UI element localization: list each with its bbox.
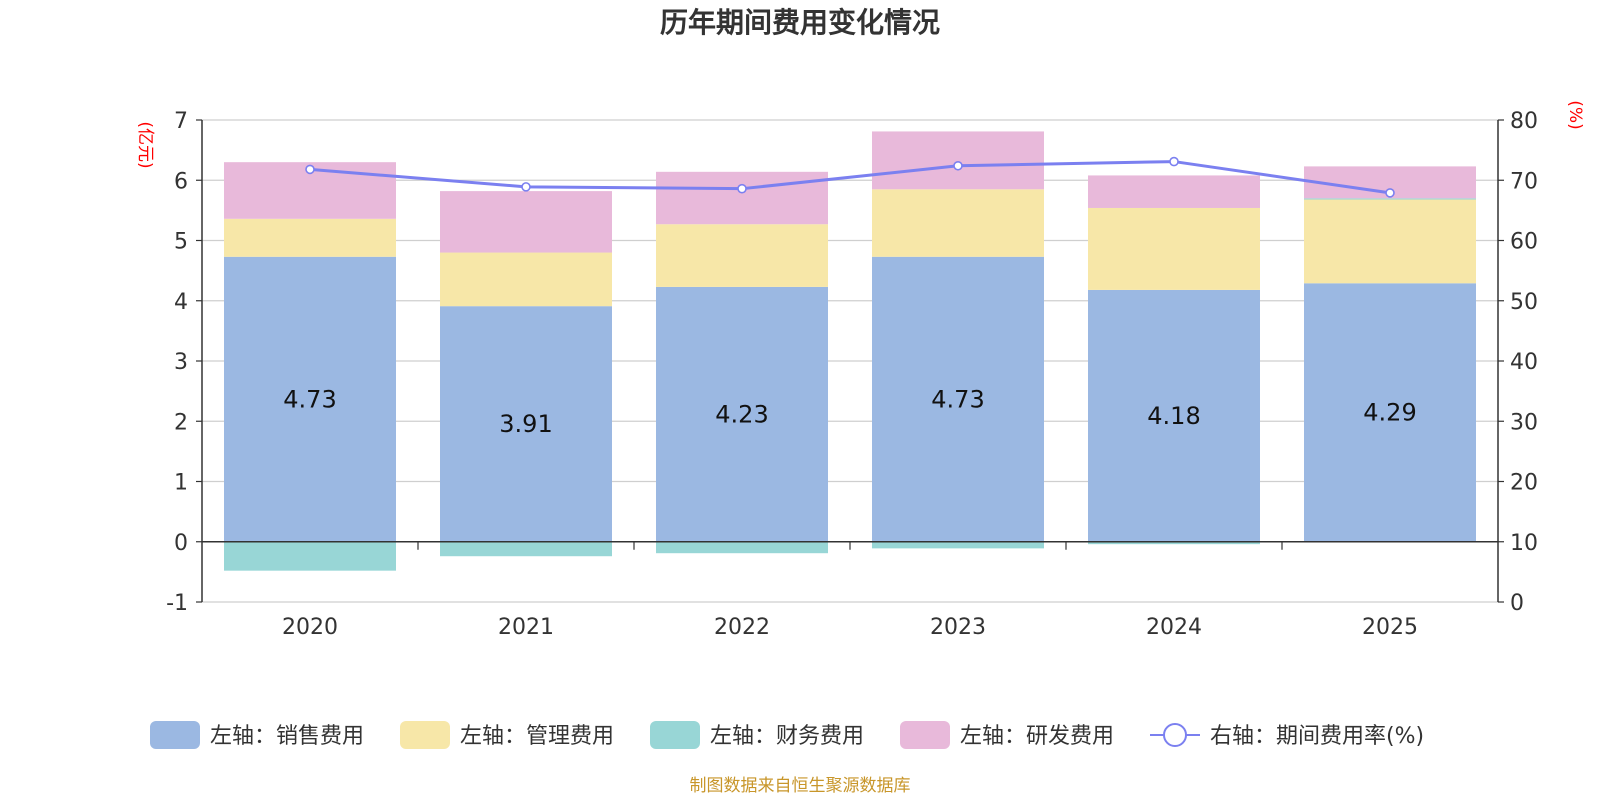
bar-segment [1304,198,1476,200]
legend-line-marker [1163,723,1187,747]
data-source-note: 制图数据来自恒生聚源数据库 [690,776,911,796]
x-tick-label: 2024 [1146,615,1202,640]
bar-segment [872,189,1044,257]
bar-segment [1304,199,1476,284]
rate-line-point [737,183,747,194]
x-tick-label: 2022 [714,615,770,640]
bar-value-label: 4.23 [715,400,768,428]
bar-segment [656,541,828,554]
x-tick-label: 2023 [930,615,986,640]
bar-segment [1088,541,1260,545]
bar-segment [224,541,396,571]
bar-segment [872,131,1044,190]
right-tick-label: 40 [1510,350,1538,375]
legend-swatch [900,721,950,749]
x-tick-label: 2025 [1362,615,1418,640]
rate-line-path [309,160,1391,195]
right-tick-label: 70 [1510,169,1538,194]
left-axis-unit: (亿元) [135,121,155,168]
bar-segment [872,541,1044,549]
bar-segment [440,252,612,307]
right-tick-label: 80 [1510,109,1538,134]
legend-swatch [400,721,450,749]
expense-rate-line [305,156,1395,198]
legend-label: 左轴：财务费用 [710,724,864,749]
x-tick-label: 2021 [498,615,554,640]
bar-segment [224,256,396,542]
chart-title: 历年期间费用变化情况 [660,6,940,39]
legend-label: 左轴：销售费用 [210,724,364,749]
bar-segment [656,171,828,225]
x-tick-label: 2020 [282,615,338,640]
bar-value-label: 4.29 [1363,399,1416,427]
bar-segment [440,541,612,557]
rate-line-point [305,164,315,175]
bar-segment [440,306,612,542]
left-tick-label: 2 [174,410,188,435]
legend[interactable]: 左轴：销售费用 左轴：管理费用 左轴：财务费用 左轴：研发费用 右轴：期间费用率(%) [150,721,1424,749]
left-tick-label: 7 [174,109,188,134]
bar-segment [656,224,828,287]
rate-line-point [521,182,531,192]
bar-segment [224,218,396,257]
rate-line-point [1385,188,1395,198]
bar-value-label: 4.73 [931,385,984,413]
left-tick-label: 4 [174,290,188,315]
bar-segment [656,286,828,542]
left-tick-label: 6 [174,169,188,194]
right-tick-label: 60 [1510,230,1538,255]
left-tick-label: 0 [174,531,188,556]
legend-label: 左轴：管理费用 [460,724,614,749]
bar-segment [1088,289,1260,542]
right-tick-label: 30 [1510,410,1538,435]
bars [224,131,1476,571]
right-axis-unit: (%) [1565,100,1585,129]
bar-value-label: 4.18 [1147,402,1200,430]
bar-segment [1088,207,1260,290]
left-tick-label: 3 [174,350,188,375]
legend-swatch [150,721,200,749]
rate-line-point [1169,156,1179,167]
left-tick-label: -1 [166,591,188,616]
rate-line-point [953,160,963,171]
gridlines [202,119,1498,603]
bar-segment [440,191,612,253]
data-labels: 4.73 3.91 4.23 4.73 4.18 4.29 [283,385,1416,438]
legend-label: 左轴：研发费用 [960,724,1114,749]
bar-segment [1304,283,1476,542]
right-tick-label: 0 [1510,591,1524,616]
right-tick-label: 50 [1510,290,1538,315]
legend-label: 右轴：期间费用率(%) [1210,724,1424,749]
bar-segment [1088,175,1260,208]
left-tick-label: 5 [174,230,188,255]
bar-value-label: 3.91 [499,410,552,438]
left-tick-label: 1 [174,471,188,496]
bar-value-label: 4.73 [283,385,336,413]
bar-segment [872,256,1044,542]
right-tick-label: 20 [1510,471,1538,496]
right-tick-label: 10 [1510,531,1538,556]
legend-swatch [650,721,700,749]
